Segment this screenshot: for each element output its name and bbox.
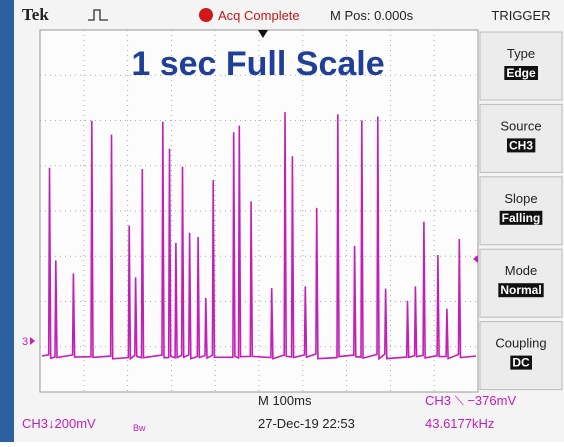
- status: Acq Complete: [218, 8, 300, 23]
- menu-value: CH3: [509, 138, 533, 152]
- menu-value: Falling: [502, 211, 541, 225]
- menu-label: Source: [500, 118, 541, 133]
- status-dot: [199, 8, 213, 22]
- overlay-title: 1 sec Full Scale: [131, 45, 384, 83]
- menu-label: Slope: [504, 191, 537, 206]
- menu-title: TRIGGER: [491, 8, 550, 23]
- timebase: M 100ms: [258, 393, 312, 408]
- brand: Tek: [22, 5, 49, 24]
- menu-label: Type: [507, 46, 535, 61]
- channel-scale: CH3↓200mV: [22, 416, 96, 431]
- frequency: 43.6177kHz: [425, 416, 494, 431]
- menu-value: Edge: [506, 66, 536, 80]
- channel-marker: 3: [22, 336, 28, 348]
- menu-label: Coupling: [495, 336, 546, 351]
- oscilloscope-screen: Tek Acq Complete M Pos: 0.000s 1 sec Ful…: [0, 0, 564, 442]
- menu-value: DC: [512, 356, 530, 370]
- side-bar: [0, 0, 14, 442]
- datetime: 27-Dec-19 22:53: [258, 416, 355, 431]
- position: M Pos: 0.000s: [330, 8, 414, 23]
- bandwidth: Bw: [133, 423, 146, 433]
- trigger-menu: TRIGGER Type Edge Source CH3 Slope Falling Mod…: [480, 8, 562, 390]
- menu-value: Normal: [500, 283, 541, 297]
- trigger-level: CH3 ⟍ −376mV: [425, 393, 516, 408]
- menu-label: Mode: [505, 263, 538, 278]
